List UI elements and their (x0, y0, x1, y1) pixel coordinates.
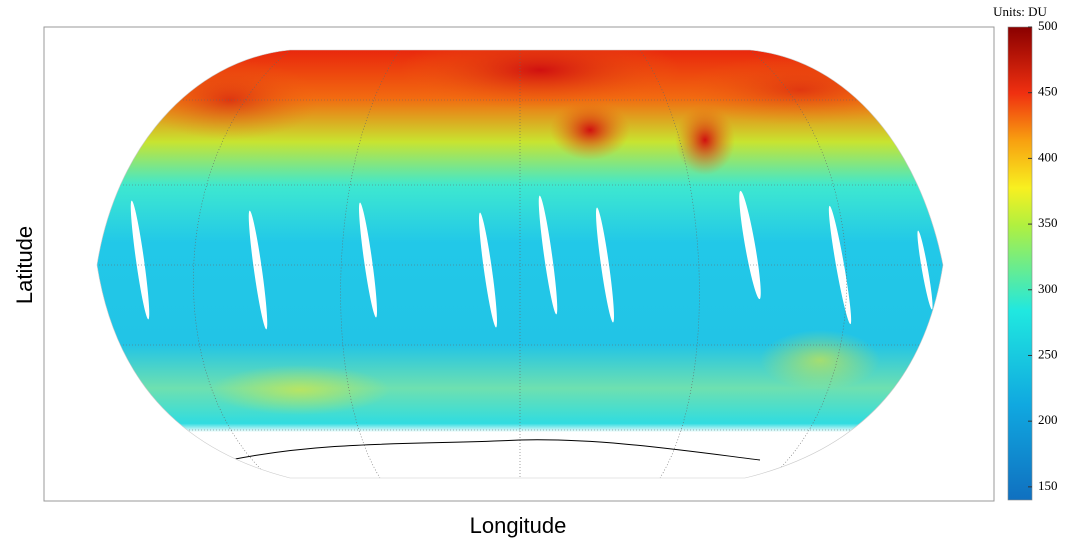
colorbar-tick-label: 500 (1038, 18, 1058, 33)
colorbar-tick-label: 450 (1038, 84, 1058, 99)
x-axis-label: Longitude (470, 513, 567, 538)
ozone-field (97, 50, 943, 478)
colorbar-title: Units: DU (993, 4, 1047, 19)
colorbar-tick-label: 400 (1038, 149, 1058, 164)
globe-outline (96, 49, 944, 479)
map-frame (43, 26, 995, 502)
colorbar-tick-label: 350 (1038, 215, 1058, 230)
colorbar-ticks: 150 200 250 300 350 400 450 500 (1028, 18, 1058, 493)
colorbar-tick-label: 150 (1038, 478, 1058, 493)
colorbar-tick-label: 300 (1038, 281, 1058, 296)
y-axis-label: Latitude (12, 226, 37, 304)
colorbar-tick-label: 250 (1038, 346, 1058, 361)
colorbar (1007, 26, 1033, 501)
colorbar-tick-label: 200 (1038, 412, 1058, 427)
